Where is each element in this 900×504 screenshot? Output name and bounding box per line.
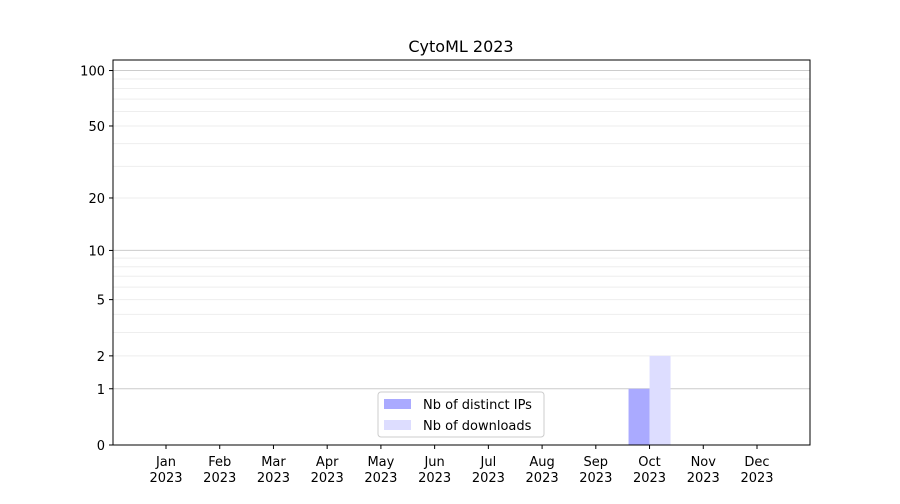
x-tick-label: Dec [744, 455, 769, 470]
x-tick-label: Oct [638, 455, 660, 470]
bar-distinct-ips [628, 388, 650, 445]
y-tick-label: 0 [97, 439, 105, 454]
x-tick-label: 2023 [257, 471, 290, 486]
y-tick-label: 10 [88, 244, 105, 259]
y-tick-label: 5 [97, 294, 105, 309]
x-tick-label: 2023 [364, 471, 397, 486]
x-tick-label: May [367, 455, 394, 470]
x-tick-label: Nov [691, 455, 717, 470]
legend-swatch [384, 420, 411, 430]
x-tick-label: 2023 [740, 471, 773, 486]
y-tick-label: 20 [88, 192, 105, 207]
x-tick-label: Aug [529, 455, 554, 470]
x-tick-label: 2023 [526, 471, 559, 486]
x-tick-label: 2023 [311, 471, 344, 486]
x-tick-label: 2023 [687, 471, 720, 486]
x-tick-label: 2023 [203, 471, 236, 486]
x-tick-label: Jun [423, 455, 444, 470]
legend-box [377, 391, 545, 438]
x-tick-label: Mar [261, 455, 286, 470]
plot-frame [112, 59, 811, 446]
y-tick-label: 1 [97, 383, 105, 398]
x-tick-label: Jan [155, 455, 176, 470]
x-tick-label: Jul [480, 455, 497, 470]
x-tick-label: 2023 [633, 471, 666, 486]
legend-swatch [384, 399, 411, 409]
x-tick-label: 2023 [149, 471, 182, 486]
bar-downloads [649, 355, 671, 445]
y-tick-label: 2 [97, 350, 105, 365]
x-tick-label: Feb [208, 455, 231, 470]
y-tick-label: 100 [80, 65, 105, 80]
legend-label: Nb of downloads [423, 419, 532, 434]
y-tick-label: 50 [88, 120, 105, 135]
x-tick-label: 2023 [472, 471, 505, 486]
legend-label: Nb of distinct IPs [423, 398, 532, 413]
x-tick-label: 2023 [418, 471, 451, 486]
x-tick-label: 2023 [579, 471, 612, 486]
chart-title: CytoML 2023 [408, 37, 513, 56]
x-tick-label: Apr [316, 455, 339, 470]
x-tick-label: Sep [584, 455, 609, 470]
